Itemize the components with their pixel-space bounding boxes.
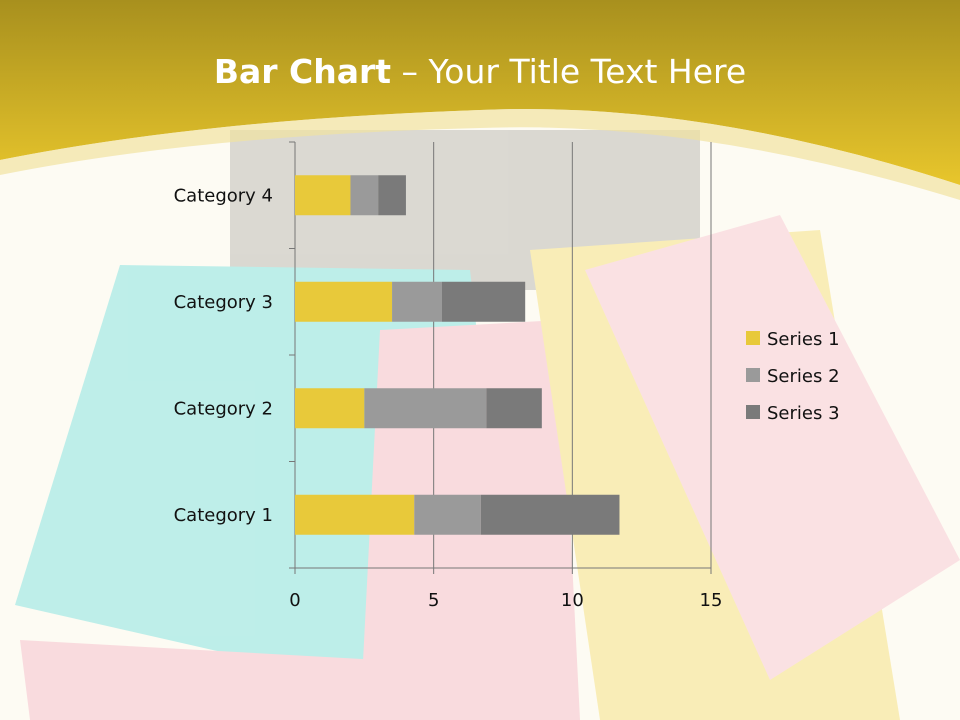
x-tick-label: 5 [428,590,439,611]
legend-swatch [746,405,760,419]
bar-series-3 [441,281,526,322]
bar-series-3 [486,388,542,429]
x-tick-label: 0 [289,590,300,611]
legend-swatch [746,368,760,382]
category-label: Category 4 [174,185,273,206]
bar-series-1 [295,175,351,216]
bar-series-2 [414,494,481,535]
title-rest: – Your Title Text Here [391,52,747,91]
bar-series-2 [350,175,379,216]
legend-label: Series 2 [767,366,840,387]
x-tick-label: 10 [561,590,584,611]
category-label: Category 1 [174,505,273,526]
bar-series-2 [392,281,442,322]
bar-series-2 [364,388,487,429]
category-label: Category 3 [174,292,273,313]
bar-series-3 [378,175,406,216]
bar-series-1 [295,281,393,322]
legend-swatch [746,331,760,345]
bar-series-3 [480,494,620,535]
category-label: Category 2 [174,398,273,419]
title-bold: Bar Chart [213,52,392,91]
legend-label: Series 3 [767,403,840,424]
legend-label: Series 1 [767,329,840,350]
bar-series-1 [295,494,415,535]
x-tick-label: 15 [700,590,723,611]
bar-series-1 [295,388,365,429]
slide-title: Bar Chart – Your Title Text Here [0,52,960,91]
